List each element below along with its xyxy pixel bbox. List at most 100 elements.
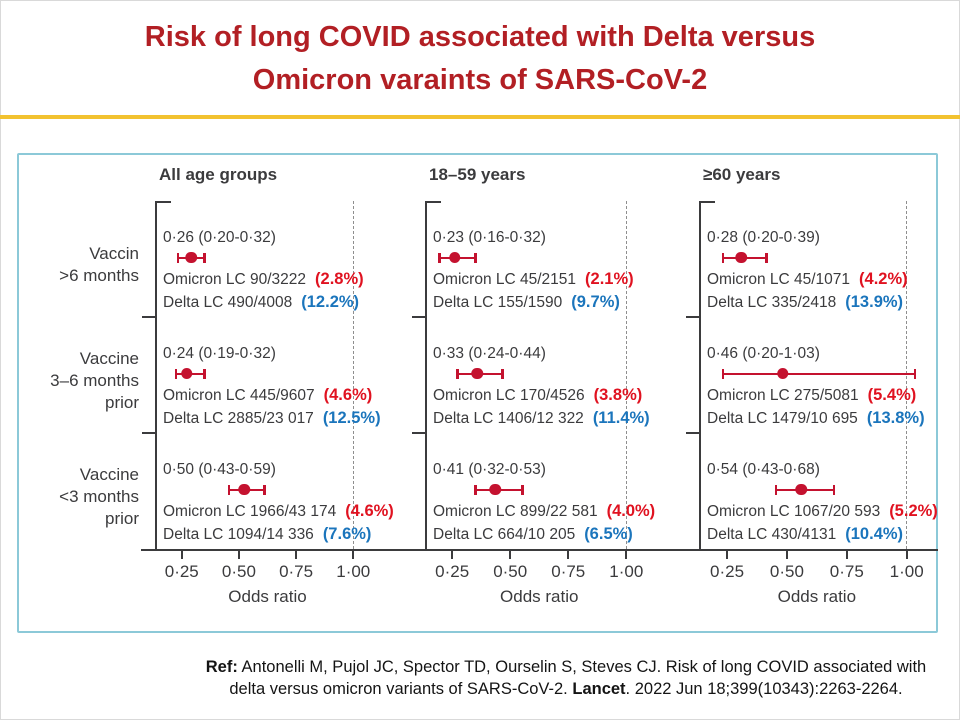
delta-percentage: (6.5%) xyxy=(584,525,633,544)
axis-left-overhang xyxy=(685,549,699,551)
axis-tick xyxy=(295,551,298,559)
ci-bar xyxy=(163,250,415,266)
x-axis: 0·25 0·50 0·75 1·00 Odds ratio xyxy=(699,551,938,611)
point-estimate-marker xyxy=(238,483,251,495)
ci-cap-high xyxy=(765,253,768,263)
reference-text-1: Antonelli M, Pujol JC, Spector TD, Ourse… xyxy=(229,658,927,699)
axis-tick-label: 0·75 xyxy=(829,562,864,581)
forest-row: 0·24 (0·19-0·32) Omicron LC 445/9607 (4.6%… xyxy=(157,317,415,433)
delta-count: Delta LC 155/1590 xyxy=(433,294,563,312)
omicron-count: Omicron LC 90/3222 xyxy=(163,271,307,288)
axis-tick xyxy=(180,551,183,559)
axis-tick xyxy=(451,551,454,559)
axis-top-tick xyxy=(155,201,171,203)
ci-cap-high xyxy=(913,369,917,379)
delta-percentage: (13.9%) xyxy=(845,293,904,312)
omicron-count-line: Omicron LC 45/1071 (4.2%) xyxy=(707,268,938,291)
omicron-count: Omicron LC 170/4526 xyxy=(433,387,585,404)
slide-title-line2: Omicron varaints of SARS-CoV-2 xyxy=(252,63,708,96)
axis-tick-label: 0·25 xyxy=(710,562,745,581)
row-label: Vaccine <3 months prior xyxy=(19,439,155,555)
row-separator-tick-2 xyxy=(412,432,425,434)
omicron-count: Omicron LC 445/9607 xyxy=(163,387,315,404)
estimate-label: 0·41 (0·32-0·53) xyxy=(433,461,546,478)
delta-percentage: (13.8%) xyxy=(866,409,925,428)
forest-row: 0·46 (0·20-1·03) Omicron LC 275/5081 (5.4%… xyxy=(701,317,938,433)
delta-count: Delta LC 430/4131 xyxy=(707,526,837,544)
ci-cap-low xyxy=(474,485,477,495)
point-estimate-marker xyxy=(185,251,197,263)
omicron-percentage: (2.1%) xyxy=(585,270,634,288)
row-label-line: prior xyxy=(104,508,139,528)
ci-cap-low xyxy=(174,369,178,379)
axis-tick xyxy=(237,551,240,559)
axis-tick xyxy=(567,551,570,559)
row-label-line: Vaccine xyxy=(79,465,139,485)
axis-tick-label: 0·50 xyxy=(769,562,804,581)
panel-2: 18–59 years 0·23 (0·16-0·32) Omicron LC 45… xyxy=(411,155,699,631)
x-axis: 0·25 0·50 0·75 1·00 Odds ratio xyxy=(155,551,415,611)
delta-count: Delta LC 490/4008 xyxy=(163,294,293,312)
estimate-label: 0·26 (0·20-0·32) xyxy=(163,229,276,246)
slide-title-line1: Risk of long COVID associated with Delta… xyxy=(144,21,816,53)
omicron-percentage: (5.2%) xyxy=(889,502,938,520)
delta-count: Delta LC 1479/10 695 xyxy=(707,410,858,428)
delta-percentage: (7.6%) xyxy=(322,525,372,544)
axis-left-overhang xyxy=(411,549,425,551)
row-label-line: >6 months xyxy=(59,266,139,285)
row-separator-tick-2 xyxy=(686,432,699,434)
ci-cap-high xyxy=(474,253,477,263)
ci-bar xyxy=(433,250,689,266)
delta-count: Delta LC 664/10 205 xyxy=(433,526,576,544)
row-separator-tick-1 xyxy=(412,316,425,318)
x-axis: 0·25 0·50 0·75 1·00 Odds ratio xyxy=(425,551,689,611)
ci-cap-low xyxy=(721,253,724,263)
delta-percentage: (11.4%) xyxy=(592,409,650,428)
delta-count-line: Delta LC 335/2418 (13.9%) xyxy=(707,291,938,314)
reference-text-2: . 2022 Jun 18;399(10343):2263-2264. xyxy=(625,680,903,699)
chart-grid: Vaccin >6 months Vaccine 3–6 months prior Vac… xyxy=(19,155,938,631)
panel-3: ≥60 years 0·28 (0·20-0·39) Omicron LC 45/1… xyxy=(685,155,948,631)
delta-percentage: (12.5%) xyxy=(322,409,381,428)
forest-row: 0·26 (0·20-0·32) Omicron LC 90/3222 (2.8%)… xyxy=(157,201,415,317)
title-divider-line xyxy=(0,115,960,119)
ci-bar xyxy=(433,482,689,498)
axis-tick-label: 0·75 xyxy=(551,562,586,581)
estimate-label: 0·46 (0·20-1·03) xyxy=(707,345,820,362)
row-label-line: 3–6 months xyxy=(50,371,139,391)
delta-count-line: Delta LC 1406/12 322 (11.4%) xyxy=(433,407,689,430)
delta-count: Delta LC 2885/23 017 xyxy=(163,410,314,428)
row-label-line: <3 months xyxy=(59,487,139,507)
axis-tick-label: 0·25 xyxy=(435,562,470,581)
omicron-count: Omicron LC 45/1071 xyxy=(707,271,851,288)
estimate-label: 0·33 (0·24-0·44) xyxy=(433,345,546,362)
delta-count-line: Delta LC 1094/14 336 (7.6%) xyxy=(163,523,415,546)
row-label-line: prior xyxy=(104,392,139,412)
ci-cap-low xyxy=(774,485,778,495)
omicron-count-line: Omicron LC 170/4526 (3.8%) xyxy=(433,384,689,407)
point-estimate-marker xyxy=(776,367,789,379)
ci-bar xyxy=(433,366,689,382)
axis-left-overhang xyxy=(141,549,155,551)
forest-row: 0·54 (0·43-0·68) Omicron LC 1067/20 593 (5… xyxy=(701,433,938,549)
axis-tick xyxy=(726,551,729,559)
row-label: Vaccine 3–6 months prior xyxy=(19,323,155,439)
row-separator-tick-2 xyxy=(142,432,155,434)
axis-top-tick xyxy=(425,201,441,203)
omicron-percentage: (3.8%) xyxy=(593,386,643,404)
delta-count: Delta LC 1094/14 336 xyxy=(163,526,314,544)
delta-percentage: (10.4%) xyxy=(845,525,904,544)
axis-title: Odds ratio xyxy=(500,587,579,606)
forest-row: 0·23 (0·16-0·32) Omicron LC 45/2151 (2.1%)… xyxy=(427,201,689,317)
row-label-line: Vaccin xyxy=(89,244,139,264)
omicron-count-line: Omicron LC 1966/43 174 (4.6%) xyxy=(163,500,415,523)
delta-count-line: Delta LC 430/4131 (10.4%) xyxy=(707,523,938,546)
omicron-count: Omicron LC 899/22 581 xyxy=(433,503,598,520)
omicron-count: Omicron LC 1966/43 174 xyxy=(163,503,337,520)
forest-row: 0·41 (0·32-0·53) Omicron LC 899/22 581 (4.… xyxy=(427,433,689,549)
ci-bar xyxy=(707,482,938,498)
point-estimate-marker xyxy=(180,367,193,379)
reference-line-dashed xyxy=(625,201,627,549)
axis-tick-label: 0·25 xyxy=(164,562,199,581)
